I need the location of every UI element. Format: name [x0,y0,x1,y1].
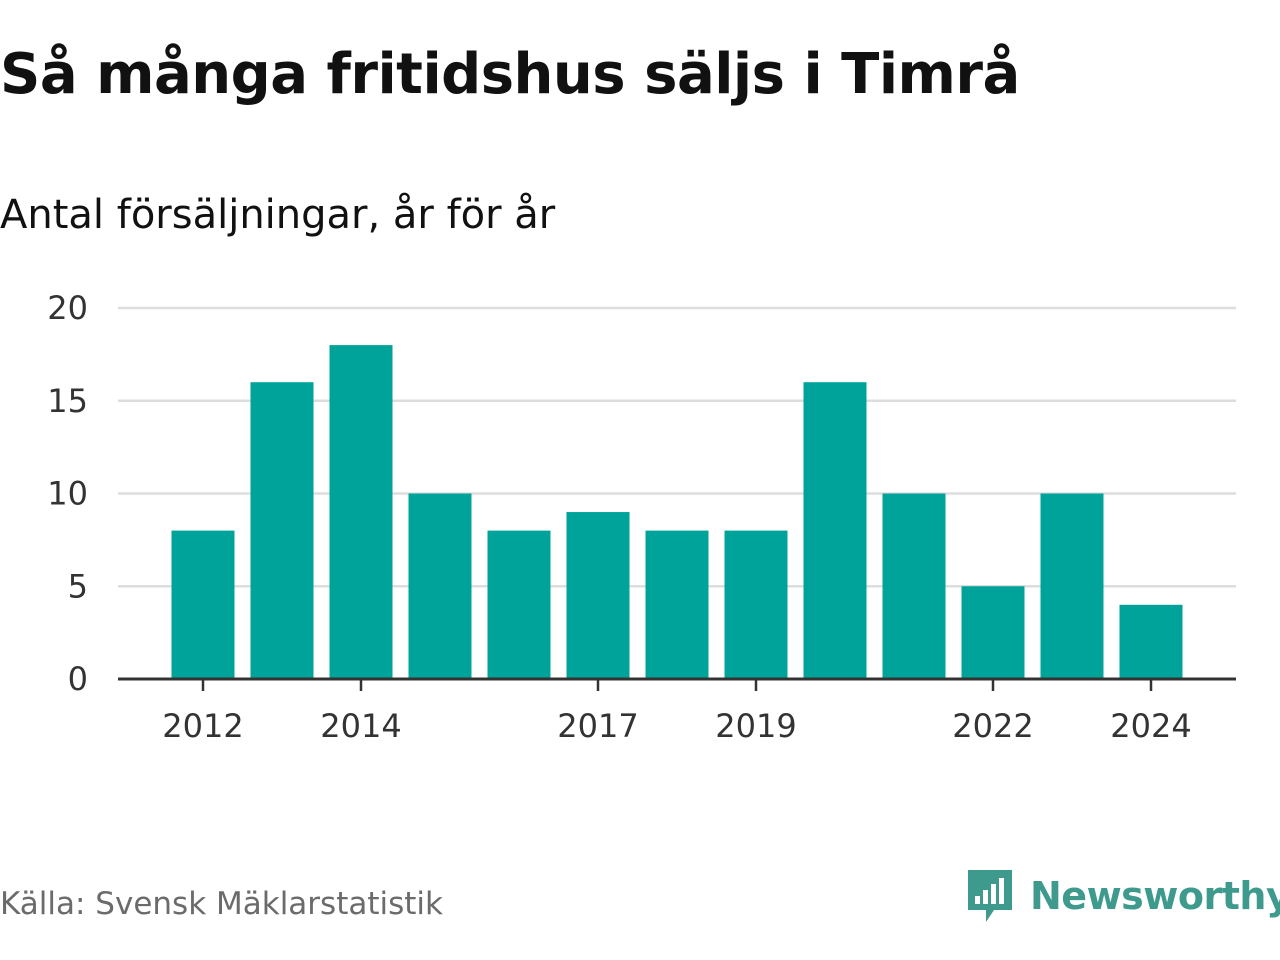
x-tick-label: 2014 [320,707,401,745]
y-tick-label: 20 [47,289,88,327]
y-tick-label: 15 [47,382,88,420]
bar [250,382,314,679]
source-note: Källa: Svensk Mäklarstatistik [0,886,443,922]
x-tick-label: 2019 [715,707,796,745]
x-tick-label: 2012 [162,707,243,745]
bar [961,586,1025,679]
x-tick-label: 2022 [952,707,1033,745]
bar [882,493,946,679]
bar [487,530,551,679]
bar [645,530,709,679]
y-tick-label: 0 [68,660,88,698]
bar-chart: 0 5 10 15 20 2012 2014 2017 2019 2022 2024 [47,289,1236,745]
bar [408,493,472,679]
x-tick-label: 2017 [557,707,638,745]
bar [1119,604,1183,679]
brand-logo: Newsworthy [964,864,1280,928]
bar [329,345,393,679]
y-tick-label: 5 [68,567,88,605]
bar [566,512,630,679]
brand-name: Newsworthy [1030,874,1280,918]
bar [171,530,235,679]
x-tick-label: 2024 [1110,707,1191,745]
newsworthy-logo-icon [968,870,1012,922]
chart-subtitle: Antal försäljningar, år för år [0,192,556,238]
bar [803,382,867,679]
chart-title: Så många fritidshus säljs i Timrå [0,42,1020,107]
bar [724,530,788,679]
bar [1040,493,1104,679]
y-tick-label: 10 [47,475,88,513]
